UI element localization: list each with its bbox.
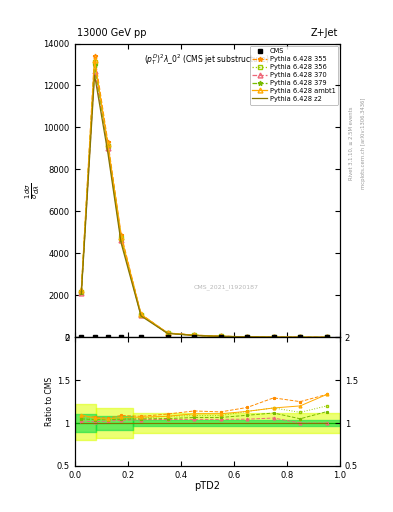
Text: mcplots.cern.ch [arXiv:1306.3436]: mcplots.cern.ch [arXiv:1306.3436]: [361, 98, 366, 189]
Y-axis label: $\frac{1}{\sigma}\frac{d\sigma}{d\lambda}$: $\frac{1}{\sigma}\frac{d\sigma}{d\lambda…: [24, 182, 42, 199]
Text: CMS_2021_I1920187: CMS_2021_I1920187: [193, 285, 258, 290]
Y-axis label: Ratio to CMS: Ratio to CMS: [45, 377, 54, 426]
Text: Z+Jet: Z+Jet: [310, 28, 338, 38]
Text: Rivet 3.1.10, ≥ 2.5M events: Rivet 3.1.10, ≥ 2.5M events: [349, 106, 354, 180]
Legend: CMS, Pythia 6.428 355, Pythia 6.428 356, Pythia 6.428 370, Pythia 6.428 379, Pyt: CMS, Pythia 6.428 355, Pythia 6.428 356,…: [250, 46, 338, 105]
X-axis label: pTD2: pTD2: [194, 481, 220, 491]
Text: $(p_T^D)^2\lambda\_0^2$ (CMS jet substructure): $(p_T^D)^2\lambda\_0^2$ (CMS jet substru…: [145, 52, 270, 67]
Text: 13000 GeV pp: 13000 GeV pp: [77, 28, 146, 38]
